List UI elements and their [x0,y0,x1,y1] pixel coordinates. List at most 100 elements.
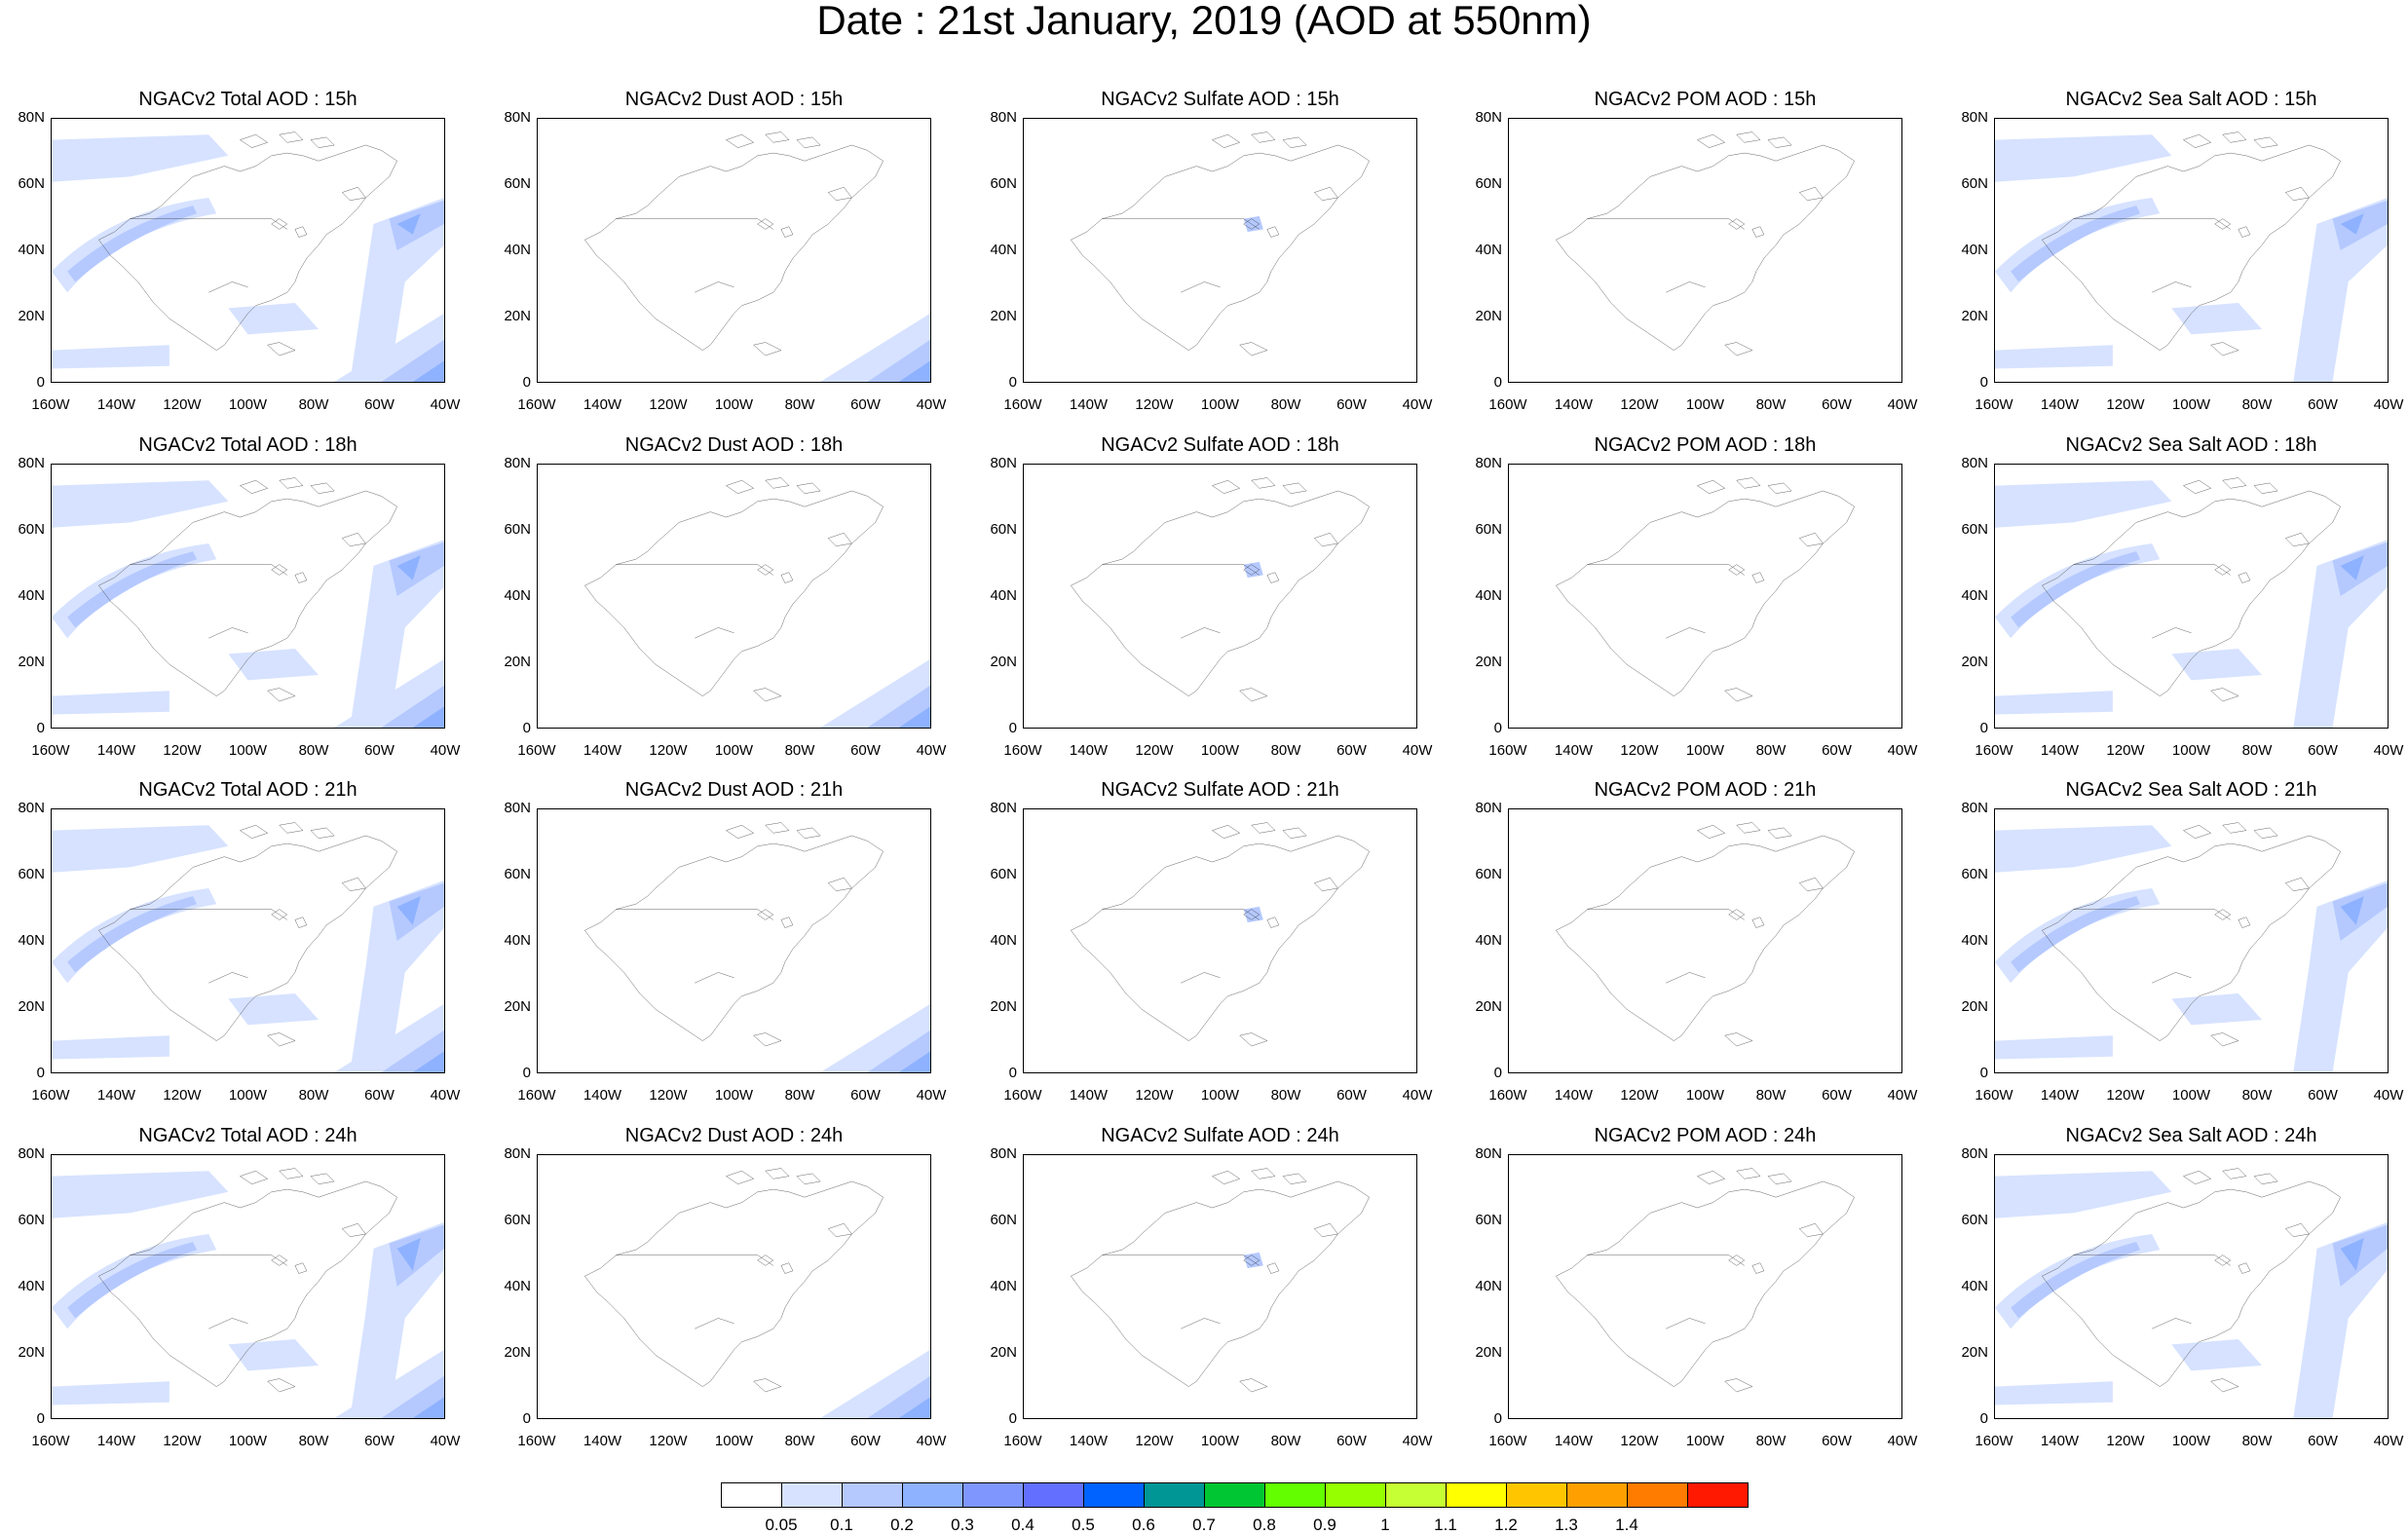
lon-tick-label: 120W [1620,1433,1659,1449]
lat-tick-label: 60N [1475,175,1502,192]
colorbar-swatch [1144,1482,1205,1508]
lon-tick-label: 80W [1270,1087,1301,1104]
lon-tick-label: 100W [714,396,754,413]
great-lakes [272,219,307,238]
colorbar-label: 0.05 [765,1516,798,1534]
lat-tick-label: 60N [18,175,45,192]
lat-tick-label: 0 [522,1410,531,1427]
lat-tick-label: 20N [504,1344,531,1361]
lon-tick-label: 140W [2040,1433,2080,1449]
lon-tick-label: 40W [1402,742,1433,759]
lon-tick-label: 160W [31,1433,70,1449]
lon-tick-label: 120W [2106,742,2145,759]
aod-shading-4 [389,542,444,596]
lon-tick-label: 120W [1620,1087,1659,1104]
lon-tick-label: 40W [1887,396,1918,413]
colorbar-swatch [1627,1482,1688,1508]
coastline [1071,145,1369,351]
lon-tick-label: 80W [298,1087,329,1104]
lon-tick-label: 100W [228,396,268,413]
panel-title-sulfate-24h: NGACv2 Sulfate AOD : 24h [1101,1125,1339,1146]
lat-tick-label: 60N [1961,175,1988,192]
panel-title-dust-21h: NGACv2 Dust AOD : 21h [624,779,844,801]
lat-tick-label: 40N [990,587,1017,604]
lon-tick-label: 80W [784,1433,815,1449]
lat-tick-label: 60N [504,866,531,882]
lon-tick-label: 80W [1755,396,1787,413]
map-svg [1509,809,1901,1072]
lon-tick-label: 100W [1685,1087,1725,1104]
aod-shading-3 [2293,539,2388,728]
panel-title-sulfate-21h: NGACv2 Sulfate AOD : 21h [1101,779,1339,801]
lon-tick-label: 140W [2040,742,2080,759]
lat-tick-label: 80N [18,455,45,471]
lat-tick-label: 20N [18,308,45,324]
islands [2183,1169,2309,1393]
lon-tick-label: 60W [364,742,395,759]
lat-tick-label: 0 [1008,1410,1017,1427]
colorbar-label: 0.6 [1132,1516,1155,1534]
lon-tick-label: 40W [2373,1087,2404,1104]
colorbar-label: 1.1 [1434,1516,1457,1534]
lat-tick-label: 60N [18,521,45,538]
aod-shading-1 [52,888,217,984]
coastline [98,836,396,1041]
lon-tick-label: 60W [1336,1087,1367,1104]
colorbar-swatch [962,1482,1024,1508]
islands [240,478,365,702]
lon-tick-label: 60W [1336,1433,1367,1449]
aod-shading-7 [228,1339,320,1371]
aod-shading-4 [2332,200,2388,250]
lat-tick-label: 40N [18,1278,45,1294]
lat-tick-label: 0 [1979,374,1988,391]
lon-tick-label: 120W [163,1087,202,1104]
lat-tick-label: 80N [504,800,531,816]
lon-tick-label: 60W [1822,1087,1852,1104]
map-svg [1995,809,2388,1072]
aod-shading-6 [52,691,169,715]
colorbar-label: 1 [1380,1516,1390,1534]
lat-tick-label: 20N [1475,998,1502,1015]
lon-tick-label: 100W [714,1087,754,1104]
aod-shading-0 [1243,906,1263,923]
aod-shading-1 [52,543,217,639]
lon-tick-label: 40W [2373,742,2404,759]
aod-shading-2 [67,896,198,973]
panel-title-total-18h: NGACv2 Total AOD : 18h [138,434,357,456]
lon-tick-label: 40W [916,742,947,759]
panel-title-total-15h: NGACv2 Total AOD : 15h [138,89,357,110]
lat-tick-label: 80N [1961,455,1988,471]
panel-title-total-21h: NGACv2 Total AOD : 21h [138,779,357,801]
panel-title-dust-18h: NGACv2 Dust AOD : 18h [624,434,844,456]
panel-title-seasalt-21h: NGACv2 Sea Salt AOD : 21h [2065,779,2317,801]
islands [1697,823,1823,1047]
great-lakes [758,219,793,238]
lat-tick-label: 0 [1493,374,1502,391]
lon-tick-label: 160W [1003,742,1042,759]
lat-tick-label: 20N [1475,1344,1502,1361]
lat-tick-label: 80N [504,455,531,471]
lon-tick-label: 120W [163,396,202,413]
country-border [1588,910,1745,984]
lat-tick-label: 60N [1475,866,1502,882]
islands [240,823,365,1047]
lon-tick-label: 100W [714,742,754,759]
aod-shading-0 [52,480,229,528]
map-svg [1509,465,1901,728]
lon-tick-label: 120W [649,396,688,413]
lon-tick-label: 120W [163,1433,202,1449]
aod-shading-2 [2011,206,2141,282]
lat-tick-label: 0 [1979,720,1988,736]
lon-tick-label: 60W [364,1087,395,1104]
lat-tick-label: 40N [18,587,45,604]
lat-tick-label: 0 [36,1065,45,1081]
lon-tick-label: 40W [2373,396,2404,413]
panel-title-pom-18h: NGACv2 POM AOD : 18h [1594,434,1817,456]
aod-shading-7 [228,993,320,1026]
map-panel-total-18h [51,464,445,729]
lat-tick-label: 40N [1961,1278,1988,1294]
coastline [1556,1181,1854,1387]
aod-shading-6 [1995,691,2113,715]
panel-title-dust-15h: NGACv2 Dust AOD : 15h [624,89,844,110]
